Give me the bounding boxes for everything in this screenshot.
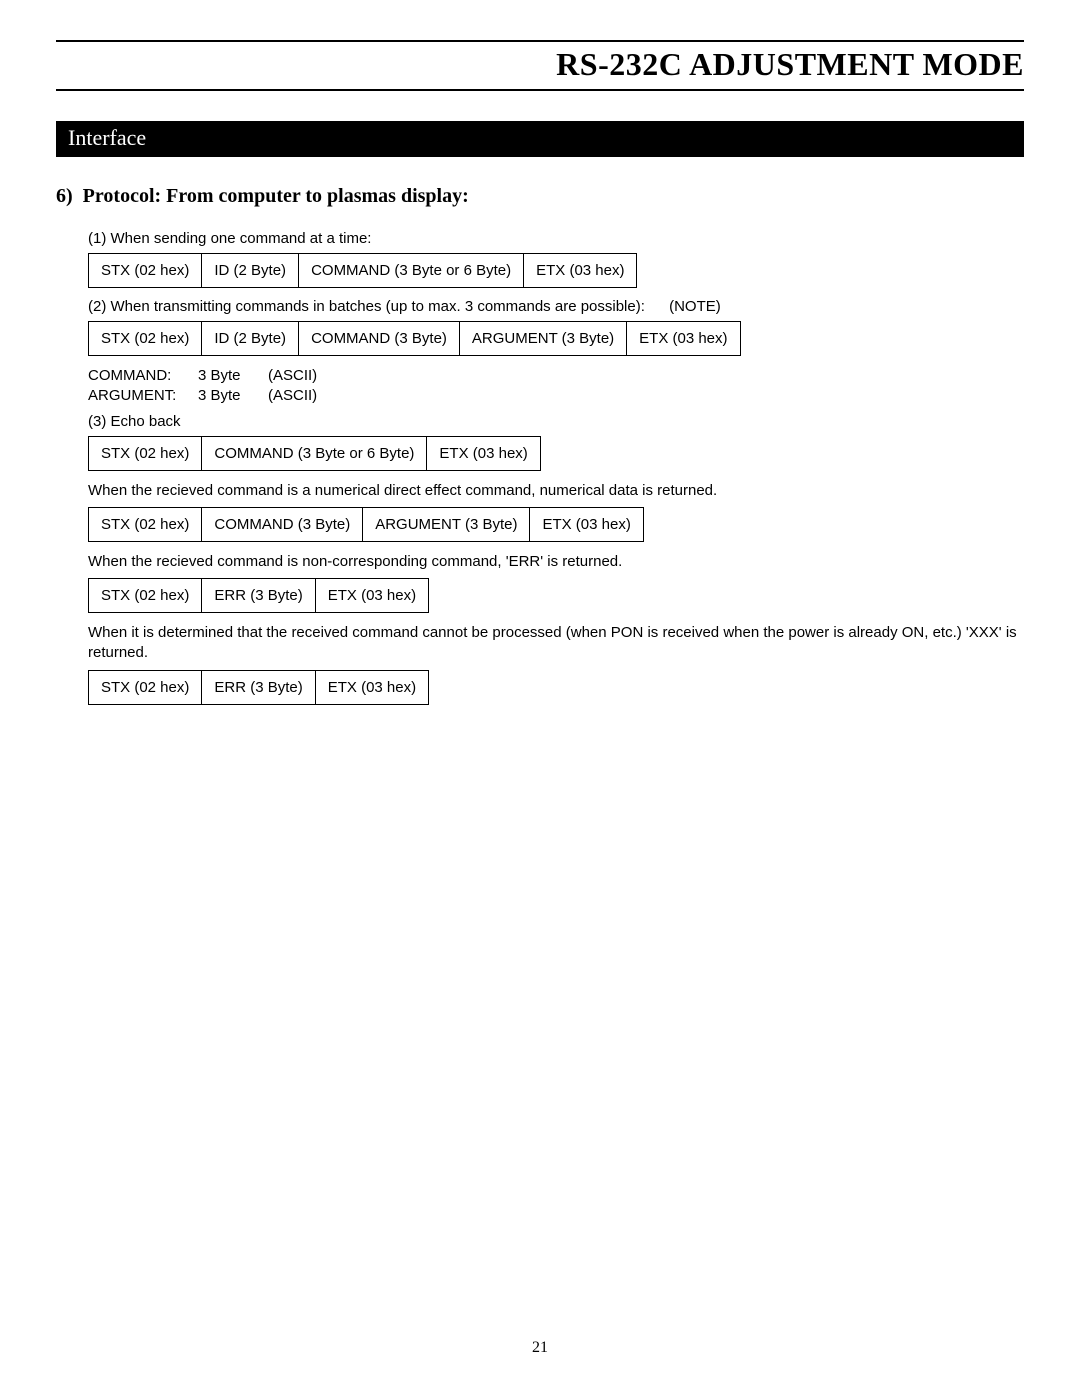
packet-row-6: STX (02 hex)ERR (3 Byte)ETX (03 hex) (88, 670, 1024, 705)
packet-cell-stx: STX (02 hex) (88, 507, 202, 542)
note-2-row: (2) When transmitting commands in batche… (88, 298, 1024, 315)
packet-cell-cmd36: COMMAND (3 Byte or 6 Byte) (298, 253, 524, 288)
packet-row-4: STX (02 hex)COMMAND (3 Byte)ARGUMENT (3 … (88, 507, 1024, 542)
packet-cell-etx: ETX (03 hex) (523, 253, 637, 288)
packet-cell-stx: STX (02 hex) (88, 321, 202, 356)
packet-cell-stx: STX (02 hex) (88, 578, 202, 613)
page-title: RS-232C ADJUSTMENT MODE (56, 46, 1024, 83)
def-arg-bytes: 3 Byte (198, 386, 268, 406)
note-3: (3) Echo back (88, 413, 1024, 430)
packet-cell-stx: STX (02 hex) (88, 253, 202, 288)
packet-row-3: STX (02 hex)COMMAND (3 Byte or 6 Byte)ET… (88, 436, 1024, 471)
packet-row-5: STX (02 hex)ERR (3 Byte)ETX (03 hex) (88, 578, 1024, 613)
packet-cell-arg3: ARGUMENT (3 Byte) (362, 507, 530, 542)
packet-row-1: STX (02 hex)ID (2 Byte)COMMAND (3 Byte o… (88, 253, 1024, 288)
packet-cell-etx: ETX (03 hex) (529, 507, 643, 542)
packet-cell-err: ERR (3 Byte) (201, 578, 315, 613)
header-rule-bottom (56, 89, 1024, 91)
note-2-extra: (NOTE) (669, 298, 721, 315)
packet-cell-stx: STX (02 hex) (88, 436, 202, 471)
subsection-heading: 6) Protocol: From computer to plasmas di… (56, 185, 1024, 208)
subsection-title: Protocol: From computer to plasmas displ… (83, 185, 469, 208)
packet-cell-id: ID (2 Byte) (201, 321, 299, 356)
packet-cell-cmd3: COMMAND (3 Byte) (298, 321, 460, 356)
packet-cell-etx: ETX (03 hex) (626, 321, 740, 356)
packet-cell-err: ERR (3 Byte) (201, 670, 315, 705)
packet-cell-etx: ETX (03 hex) (315, 670, 429, 705)
section-bar-interface: Interface (56, 121, 1024, 157)
page-number: 21 (0, 1339, 1080, 1357)
def-arg-key: ARGUMENT: (88, 386, 198, 406)
packet-cell-cmd3: COMMAND (3 Byte) (201, 507, 363, 542)
packet-cell-etx: ETX (03 hex) (315, 578, 429, 613)
def-cmd-enc: (ASCII) (268, 366, 317, 386)
explain-err: When the recieved command is non-corresp… (88, 552, 1024, 572)
subsection-number: 6) (56, 185, 73, 208)
def-arg-enc: (ASCII) (268, 386, 317, 406)
def-cmd-key: COMMAND: (88, 366, 198, 386)
packet-cell-arg3: ARGUMENT (3 Byte) (459, 321, 627, 356)
note-1: (1) When sending one command at a time: (88, 230, 1024, 247)
explain-numeric: When the recieved command is a numerical… (88, 481, 1024, 501)
header-rule-top (56, 40, 1024, 42)
packet-cell-etx: ETX (03 hex) (426, 436, 540, 471)
definitions: COMMAND: 3 Byte (ASCII) ARGUMENT: 3 Byte… (88, 366, 1024, 407)
packet-cell-id: ID (2 Byte) (201, 253, 299, 288)
def-cmd-bytes: 3 Byte (198, 366, 268, 386)
explain-xxx: When it is determined that the received … (88, 623, 1024, 664)
packet-cell-cmd36: COMMAND (3 Byte or 6 Byte) (201, 436, 427, 471)
packet-cell-stx: STX (02 hex) (88, 670, 202, 705)
packet-row-2: STX (02 hex)ID (2 Byte)COMMAND (3 Byte)A… (88, 321, 1024, 356)
note-2: (2) When transmitting commands in batche… (88, 298, 645, 315)
